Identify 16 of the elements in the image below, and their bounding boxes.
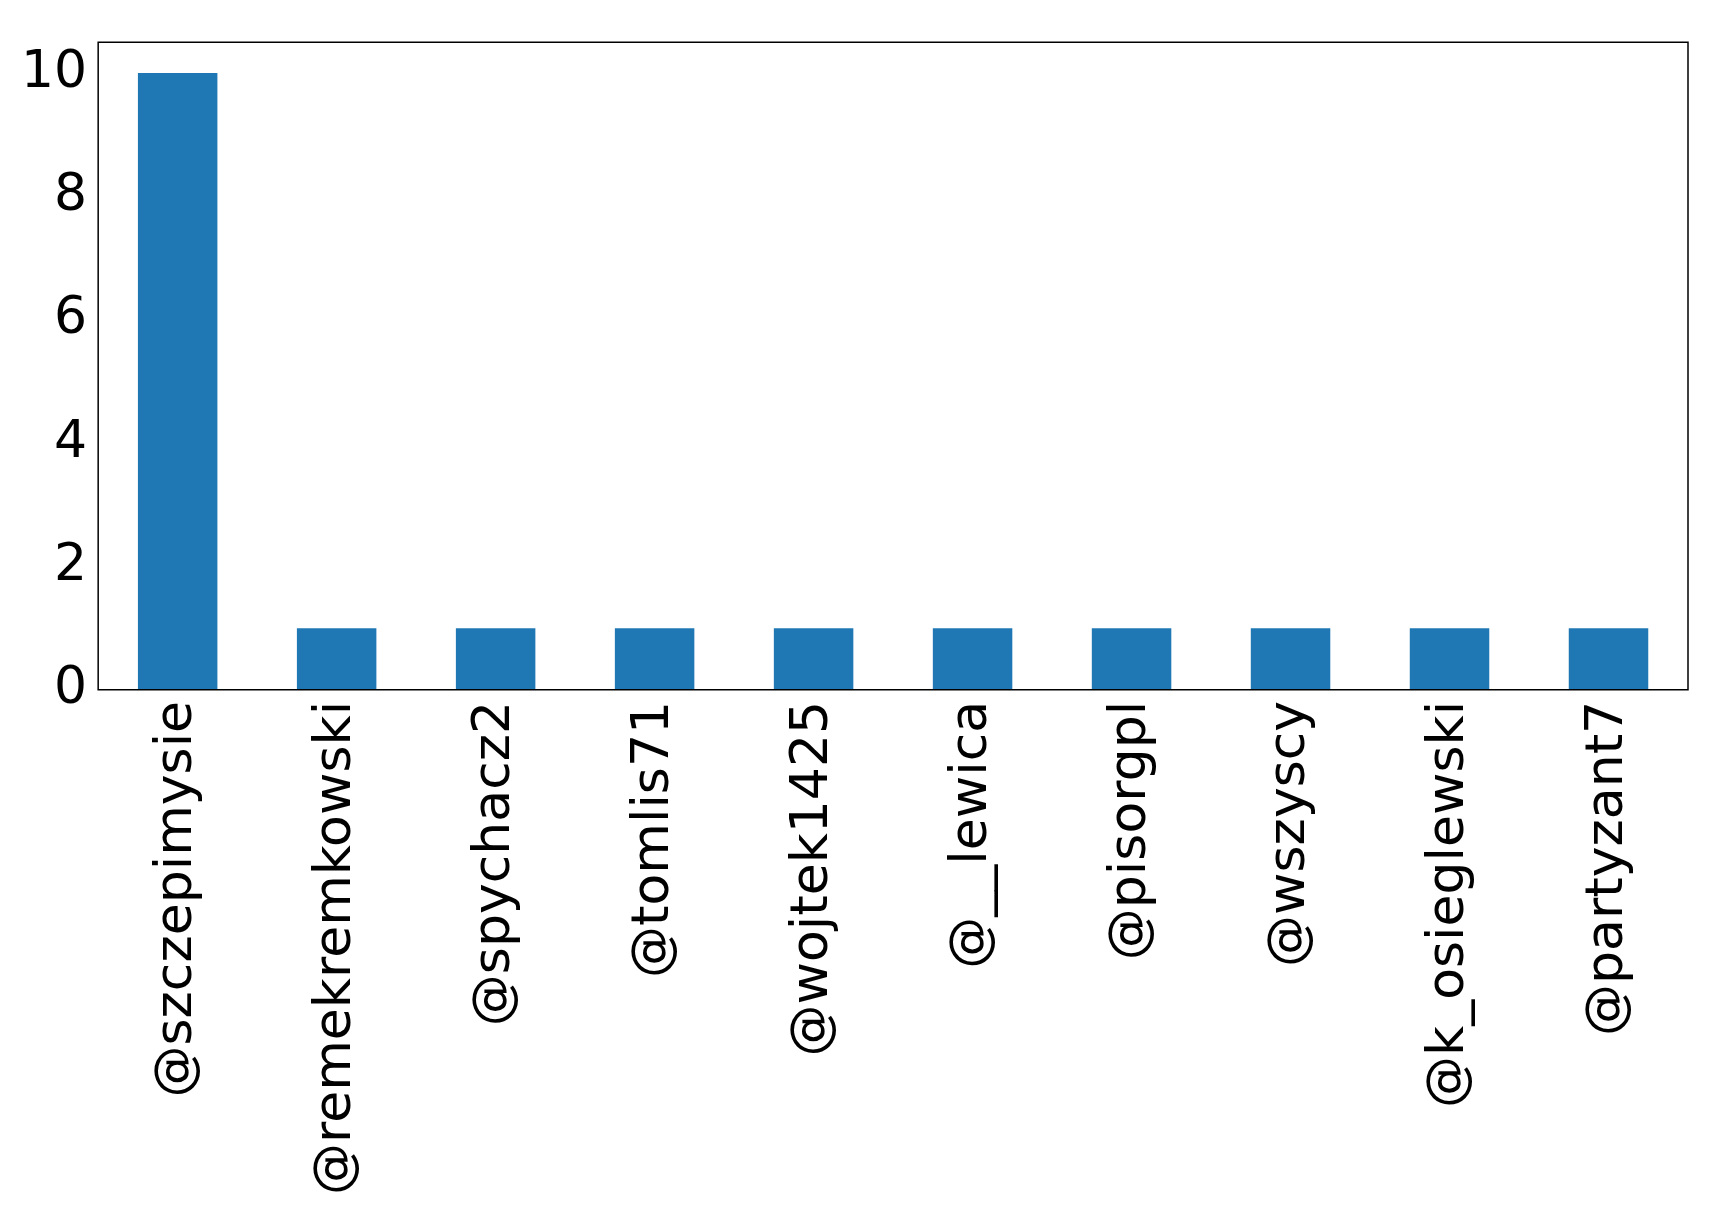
x-tick-label: @k_osieglewski [1415,700,1476,1108]
x-tick-label: @partyzant7 [1574,700,1635,1036]
y-tick-label: 4 [54,408,88,469]
x-tick-label: @__lewica [938,700,999,969]
x-tick-label: @remekremkowski [302,700,363,1196]
x-tick-label: @pisorgpl [1097,700,1158,961]
y-tick-label: 2 [54,532,88,593]
y-tick-label: 10 [21,38,88,99]
y-tick-label: 6 [54,285,88,346]
x-tick-label: @wszyscy [1256,700,1317,968]
y-tick-label: 0 [54,655,88,716]
x-tick-label: @spychacz2 [461,700,522,1027]
x-tick-label: @wojtek1425 [779,700,840,1057]
y-tick-label: 8 [54,161,88,222]
x-tick-label: @tomlis71 [620,700,681,978]
x-tick-label: @szczepimysie [143,700,204,1098]
